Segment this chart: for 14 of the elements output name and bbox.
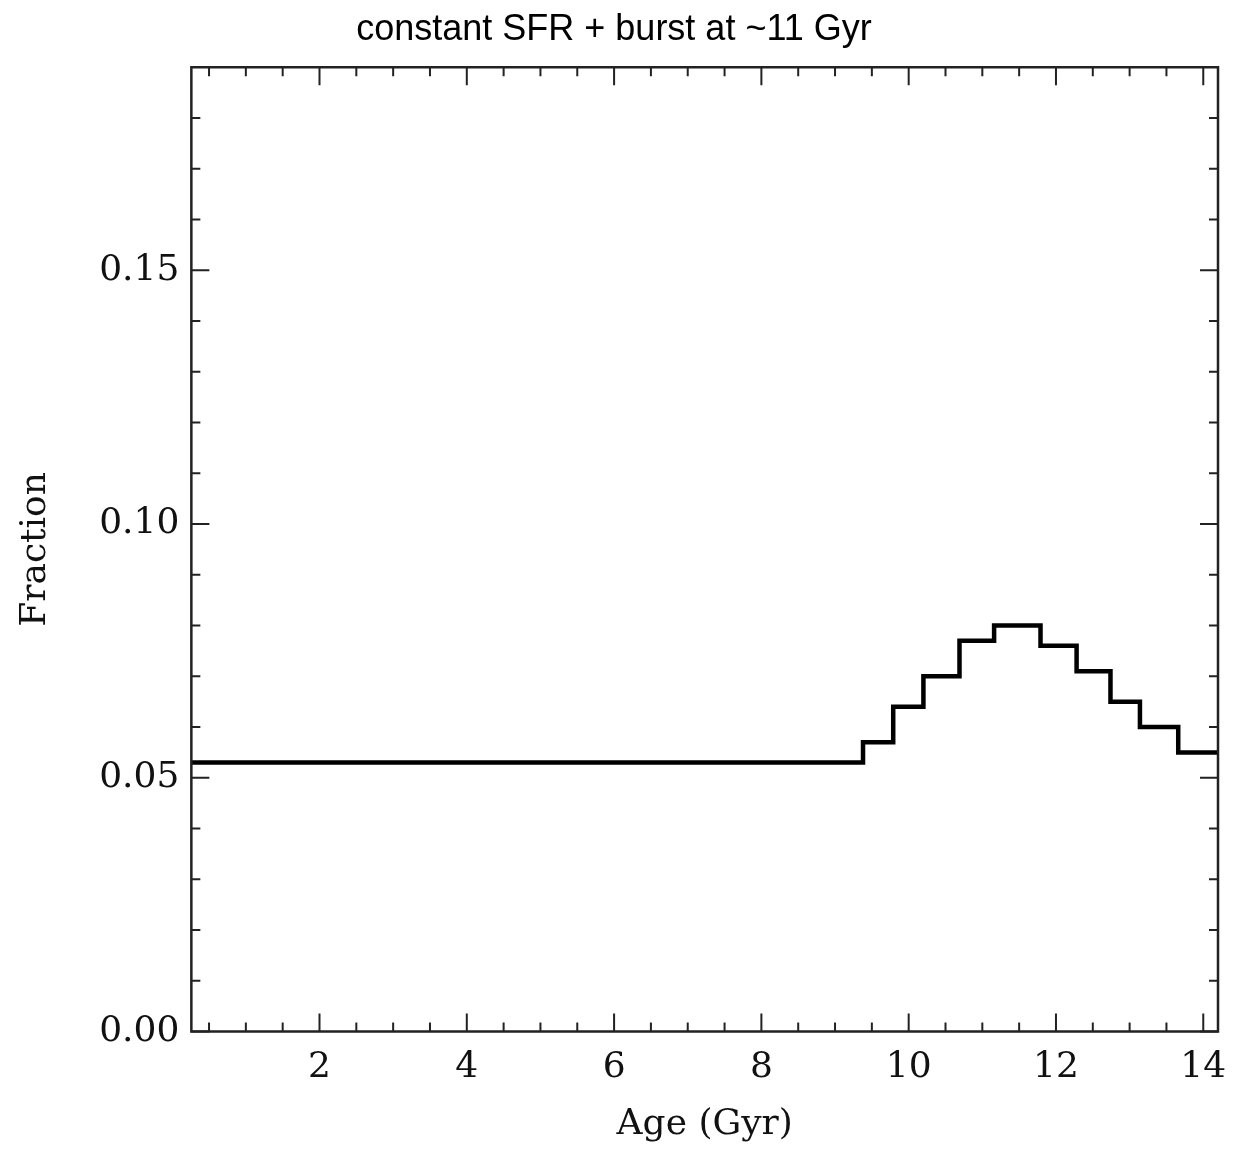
y-tick-label: 0.05 (99, 754, 180, 796)
x-tick-label: 2 (308, 1043, 331, 1085)
y-tick-label: 0.00 (99, 1007, 180, 1049)
y-tick-label: 0.15 (99, 246, 180, 288)
x-tick-label: 6 (602, 1043, 626, 1085)
x-tick-label: 8 (749, 1043, 773, 1085)
x-axis-title: Age (Gyr) (615, 1100, 793, 1142)
x-tick-label: 10 (885, 1043, 932, 1085)
chart-title: constant SFR + burst at ~11 Gyr (356, 6, 872, 48)
y-axis-title: Fraction (11, 472, 53, 627)
x-tick-label: 4 (455, 1043, 479, 1085)
y-tick-label: 0.10 (99, 500, 180, 542)
x-tick-label: 12 (1033, 1043, 1079, 1085)
x-tick-label: 14 (1180, 1043, 1227, 1085)
